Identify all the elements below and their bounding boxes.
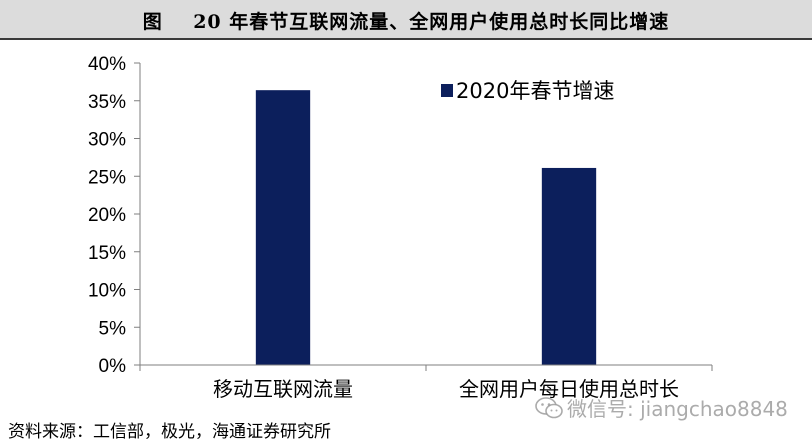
chart-title: 20 年春节互联网流量、全网用户使用总时长同比增速	[193, 10, 670, 33]
y-tick-label: 40%	[88, 54, 126, 75]
y-tick-label: 0%	[99, 356, 127, 377]
legend-swatch	[441, 84, 453, 97]
bar	[541, 167, 597, 365]
figure-label: 图	[142, 10, 163, 33]
watermark-text: 微信号: jiangchao8848	[567, 397, 788, 421]
bar-chart: 0% 5% 10% 15% 20% 25% 30% 35% 40% 移动互联网流量 全网用户每日使…	[88, 54, 713, 401]
chart-title-spacer	[163, 9, 193, 31]
legend: 2020年春节增速	[441, 79, 614, 103]
bar	[255, 90, 311, 366]
legend-label: 2020年春节增速	[456, 79, 614, 103]
y-tick-label: 25%	[88, 167, 126, 188]
x-category-label: 移动互联网流量	[213, 377, 353, 401]
y-tick-label: 10%	[88, 281, 126, 302]
watermark: 微信号: jiangchao8848	[535, 393, 788, 422]
y-tick-label: 35%	[88, 92, 126, 113]
y-axis: 0% 5% 10% 15% 20% 25% 30% 35% 40%	[88, 54, 141, 377]
wechat-icon	[535, 396, 563, 418]
x-category-label: 全网用户每日使用总时长	[459, 377, 679, 401]
y-tick-label: 5%	[99, 318, 127, 339]
bars	[255, 90, 597, 366]
x-axis: 移动互联网流量 全网用户每日使用总时长	[139, 364, 713, 401]
y-tick-label: 20%	[88, 205, 126, 226]
y-tick-label: 30%	[88, 130, 126, 151]
chart-title-bar: 图 20 年春节互联网流量、全网用户使用总时长同比增速	[0, 0, 812, 40]
y-tick-label: 15%	[88, 243, 126, 264]
source-note: 资料来源：工信部，极光，海通证券研究所	[8, 422, 331, 442]
